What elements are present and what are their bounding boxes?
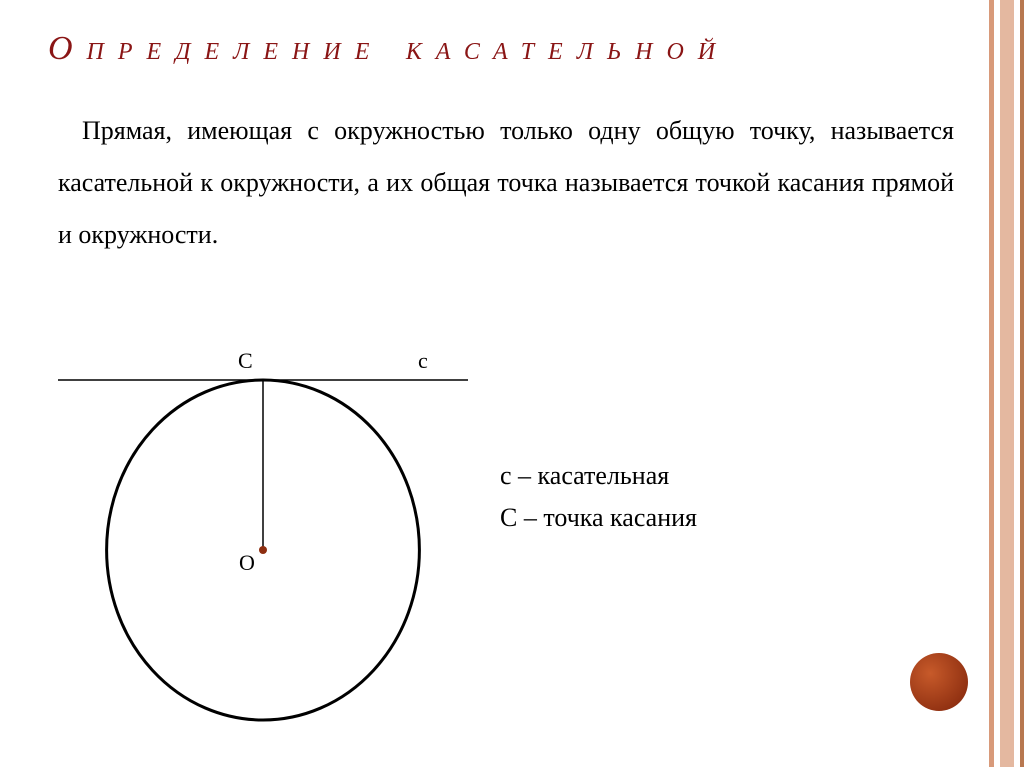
legend-line-2: С – точка касания (500, 497, 697, 539)
legend: с – касательная С – точка касания (500, 455, 697, 538)
definition-paragraph: Прямая, имеющая с окружностью только одн… (58, 105, 954, 261)
center-dot (259, 546, 267, 554)
tangent-diagram: O С с (48, 320, 478, 740)
deco-bar-outer (1020, 0, 1024, 767)
slide: Определение касательной Прямая, имеющая … (0, 0, 1024, 767)
slide-title: Определение касательной (48, 30, 964, 68)
legend-line-1: с – касательная (500, 455, 697, 497)
deco-bar-inner (989, 0, 994, 767)
tangent-line-label: с (418, 348, 428, 373)
deco-dot-icon (910, 653, 968, 711)
center-label: O (239, 550, 255, 575)
tangent-point-label: С (238, 348, 253, 373)
deco-bar-mid (1000, 0, 1014, 767)
